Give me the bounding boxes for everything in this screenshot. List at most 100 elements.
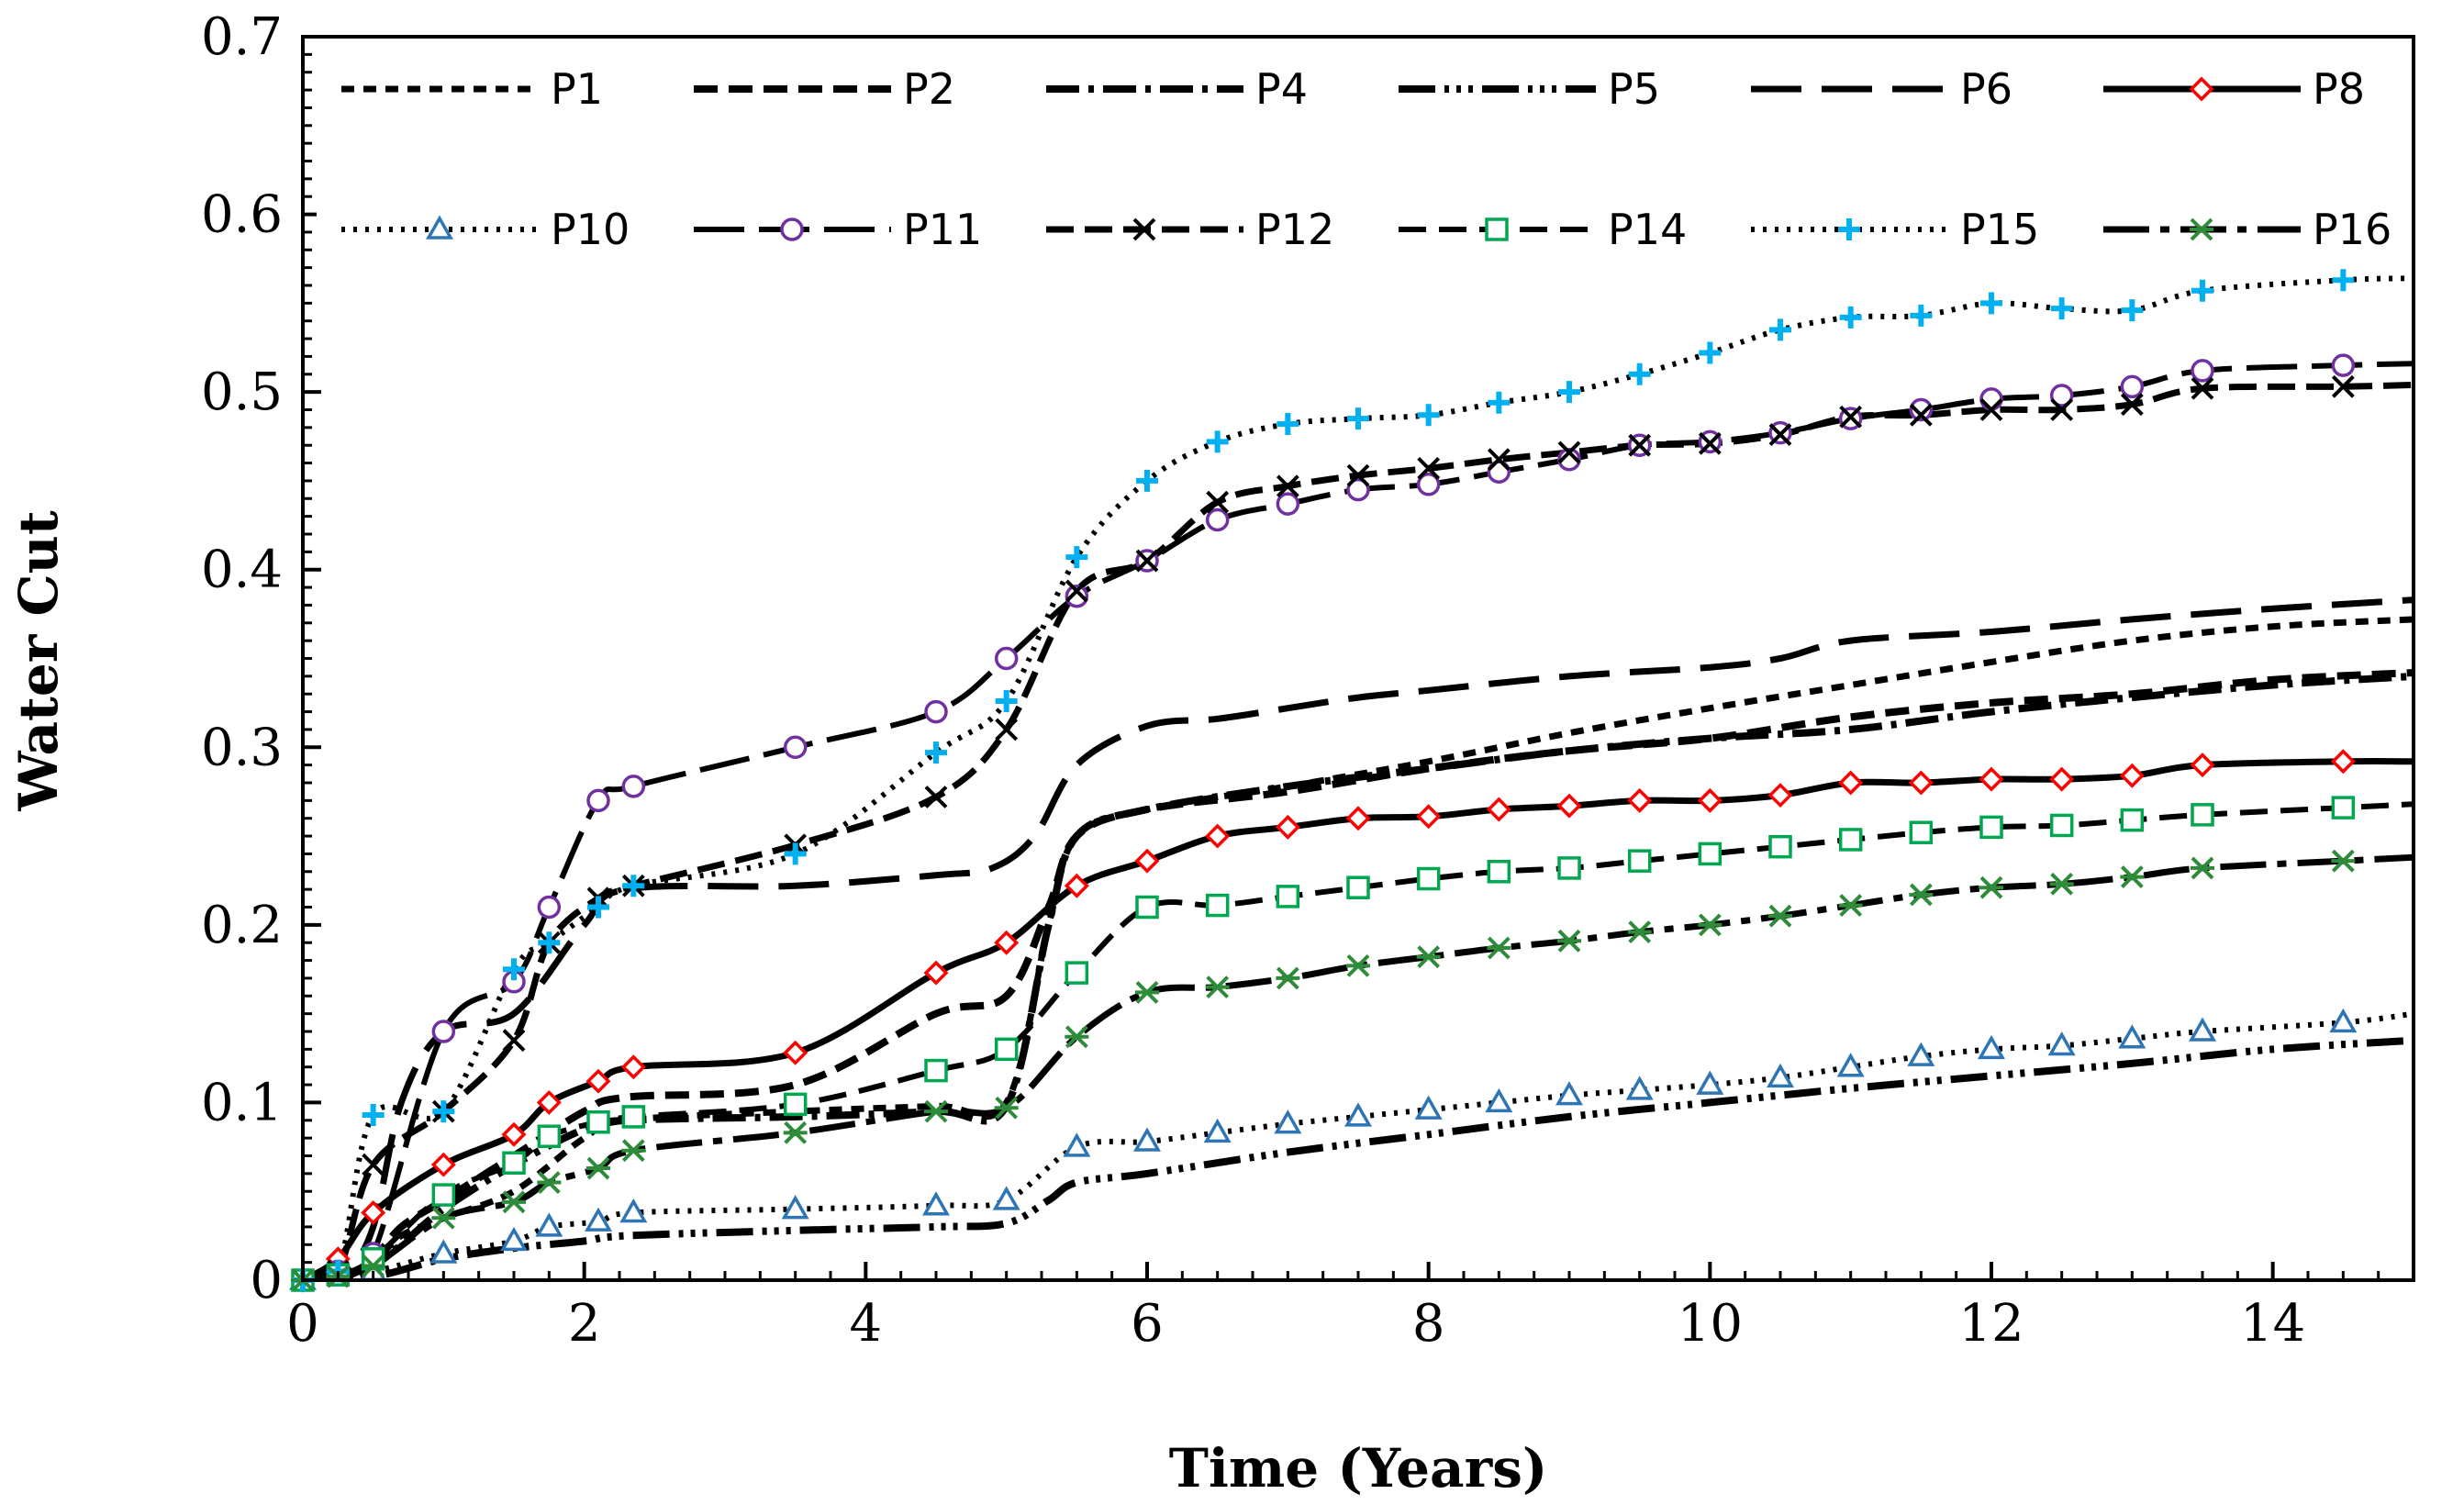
data-point-p14 <box>1909 820 1934 844</box>
data-point-p14 <box>586 1109 610 1134</box>
data-point-p14 <box>1838 828 1863 852</box>
legend-label: P6 <box>1960 64 2012 114</box>
data-point-p12 <box>1065 579 1088 603</box>
data-point-p15 <box>503 958 525 981</box>
data-point-p8 <box>2190 752 2215 778</box>
legend-item-p12: P12 <box>1046 205 1334 254</box>
data-point-p11 <box>2331 353 2356 377</box>
data-point-p8 <box>1275 814 1300 840</box>
data-point-p10 <box>781 1195 809 1220</box>
data-point-p14 <box>2331 796 2356 819</box>
data-point-p12 <box>2191 376 2214 400</box>
data-point-p10 <box>1274 1109 1302 1134</box>
data-point-p10 <box>499 1226 529 1252</box>
legend-item-p1: P1 <box>341 64 603 114</box>
legend-item-p16: P16 <box>2103 205 2392 254</box>
data-point-p11 <box>586 788 610 813</box>
legend-label: P16 <box>2313 205 2392 254</box>
data-point-p11 <box>1416 473 1441 496</box>
data-point-p16 <box>1557 929 1581 953</box>
data-point-p8 <box>536 1089 562 1115</box>
data-point-p16 <box>994 1096 1019 1120</box>
data-point-p10 <box>2329 1008 2358 1033</box>
data-point-p11 <box>2120 374 2145 399</box>
y-tick-label: 0.4 <box>201 541 283 600</box>
data-point-p16 <box>1487 936 1511 960</box>
data-point-p16 <box>924 1099 948 1123</box>
legend-label: P12 <box>1255 205 1334 254</box>
data-point-p16 <box>1698 913 1723 937</box>
y-tick-label: 0.7 <box>201 7 283 67</box>
data-point-p16 <box>537 1171 562 1194</box>
data-point-p10 <box>1203 1118 1232 1143</box>
x-tick-label: 8 <box>1412 1294 1445 1354</box>
data-point-p14 <box>783 1092 808 1117</box>
data-point-p15 <box>1628 362 1651 385</box>
data-point-p14 <box>431 1183 456 1207</box>
data-point-p8 <box>1556 793 1582 819</box>
data-point-p12 <box>502 1029 526 1053</box>
data-point-p16 <box>783 1120 808 1144</box>
data-point-p10 <box>2188 1017 2217 1042</box>
data-point-p14 <box>1065 961 1089 985</box>
data-point-p15 <box>2191 279 2213 302</box>
data-point-p16 <box>621 1139 646 1163</box>
data-point-p14 <box>2191 803 2214 827</box>
data-point-p16 <box>2331 849 2356 873</box>
data-point-p12 <box>1628 433 1652 457</box>
data-point-p14 <box>502 1151 526 1175</box>
legend-marker <box>2190 217 2213 241</box>
data-point-p15 <box>538 931 561 954</box>
data-point-p16 <box>1838 894 1863 917</box>
data-point-p12 <box>924 786 948 808</box>
legend-marker <box>1485 217 1509 241</box>
data-point-p10 <box>1696 1070 1724 1095</box>
data-point-p16 <box>431 1206 456 1230</box>
x-tick-label: 12 <box>1958 1294 2024 1354</box>
y-axis-title: Water Cut <box>7 510 70 811</box>
data-point-p10 <box>535 1212 563 1237</box>
data-point-p10 <box>429 1239 458 1264</box>
data-point-p12 <box>362 1153 385 1176</box>
series-line-p5 <box>303 1036 2414 1280</box>
data-point-p11 <box>621 775 646 798</box>
y-tick-label: 0.3 <box>201 718 283 777</box>
data-point-p8 <box>1627 787 1653 813</box>
data-point-p15 <box>1417 404 1440 427</box>
data-point-p14 <box>361 1247 385 1271</box>
legend-marker <box>1838 218 1860 240</box>
data-point-p12 <box>995 718 1019 741</box>
data-point-p12 <box>1557 440 1581 464</box>
series-line-p12 <box>303 381 2414 1280</box>
data-point-p10 <box>1766 1063 1795 1088</box>
data-point-p12 <box>1979 398 2003 421</box>
data-point-p12 <box>1417 456 1441 480</box>
data-point-p15 <box>1136 469 1158 492</box>
data-point-p12 <box>2331 374 2355 398</box>
series-line-p1 <box>303 616 2414 1280</box>
data-point-p15 <box>1980 292 2002 315</box>
legend-item-p11: P11 <box>694 205 982 254</box>
data-point-p12 <box>1276 474 1299 498</box>
data-point-p10 <box>1977 1034 2006 1060</box>
x-tick-label: 0 <box>286 1294 319 1354</box>
data-point-p8 <box>585 1068 611 1094</box>
data-point-p10 <box>1907 1042 1935 1066</box>
data-point-p15 <box>995 689 1018 712</box>
data-point-p14 <box>1487 860 1511 884</box>
legend-marker <box>780 217 804 241</box>
legend-item-p6: P6 <box>1751 64 2012 114</box>
data-point-p11 <box>2049 384 2074 407</box>
x-tick-label: 14 <box>2240 1294 2305 1354</box>
series-line-p15 <box>303 275 2414 1280</box>
series-line-p4 <box>303 672 2414 1280</box>
legend-item-p8: P8 <box>2103 64 2365 114</box>
data-point-p8 <box>783 1040 808 1065</box>
data-point-p8 <box>1979 766 2004 792</box>
data-point-p10 <box>2118 1024 2146 1049</box>
data-point-p15 <box>1488 391 1511 414</box>
data-point-p8 <box>1345 806 1371 831</box>
data-point-p15 <box>1839 306 1862 329</box>
data-point-p8 <box>620 1054 646 1080</box>
